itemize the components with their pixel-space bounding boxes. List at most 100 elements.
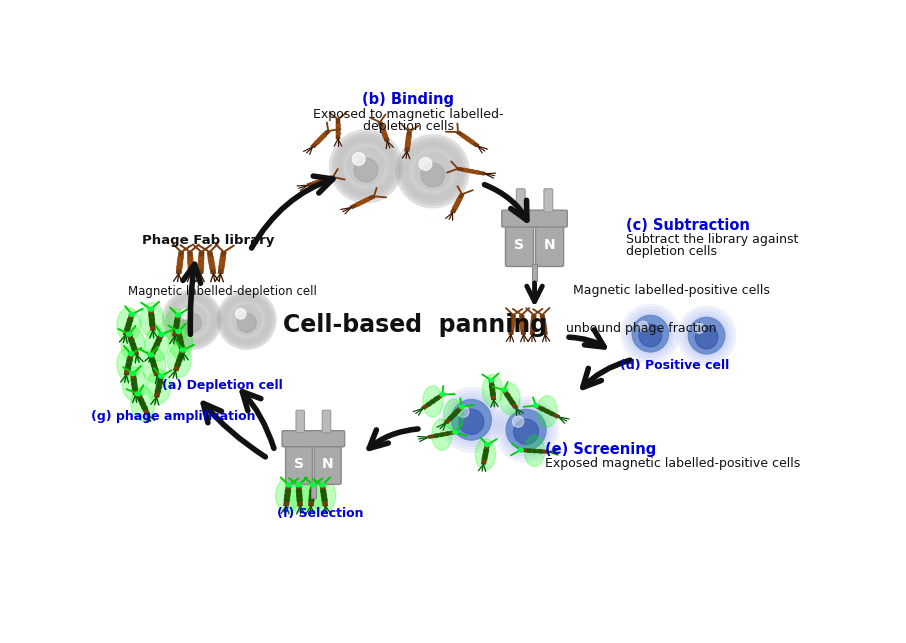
Polygon shape (509, 401, 516, 404)
FancyBboxPatch shape (314, 444, 342, 484)
Text: Exposed magnetic labelled-positive cells: Exposed magnetic labelled-positive cells (545, 457, 800, 470)
Polygon shape (130, 374, 138, 395)
Text: Phage Fab library: Phage Fab library (142, 234, 275, 247)
Polygon shape (178, 257, 183, 260)
Polygon shape (131, 383, 137, 386)
Polygon shape (406, 136, 411, 139)
Text: (f) Selection: (f) Selection (277, 507, 363, 520)
Polygon shape (208, 261, 215, 264)
Ellipse shape (334, 134, 398, 198)
Ellipse shape (117, 347, 140, 381)
Text: (c) Subtraction: (c) Subtraction (626, 218, 749, 233)
Polygon shape (426, 403, 431, 406)
Circle shape (175, 313, 181, 317)
Polygon shape (149, 309, 156, 331)
Polygon shape (434, 434, 439, 437)
Polygon shape (176, 331, 185, 353)
Ellipse shape (421, 163, 445, 187)
Polygon shape (131, 379, 137, 381)
Polygon shape (320, 485, 328, 506)
Ellipse shape (339, 140, 393, 193)
Polygon shape (129, 339, 134, 342)
Polygon shape (296, 494, 302, 497)
FancyBboxPatch shape (311, 482, 316, 498)
Circle shape (135, 392, 140, 396)
Ellipse shape (221, 294, 272, 345)
Ellipse shape (624, 307, 677, 360)
Polygon shape (188, 257, 193, 260)
Polygon shape (540, 315, 547, 334)
Polygon shape (174, 320, 179, 323)
Ellipse shape (352, 152, 365, 165)
Ellipse shape (178, 305, 207, 334)
FancyBboxPatch shape (532, 264, 537, 281)
Ellipse shape (330, 130, 402, 203)
Ellipse shape (232, 305, 262, 334)
Ellipse shape (451, 399, 491, 440)
Text: Magnetic labelled-depletion cell: Magnetic labelled-depletion cell (128, 285, 316, 298)
Ellipse shape (287, 478, 311, 512)
Text: (d) Positive cell: (d) Positive cell (621, 359, 729, 372)
Circle shape (130, 372, 136, 376)
Ellipse shape (182, 313, 201, 332)
Polygon shape (469, 169, 474, 173)
Ellipse shape (170, 298, 214, 341)
Circle shape (129, 312, 135, 316)
Polygon shape (482, 457, 487, 460)
Polygon shape (405, 132, 411, 152)
Ellipse shape (494, 397, 558, 462)
Polygon shape (178, 354, 184, 358)
Ellipse shape (476, 439, 496, 470)
Polygon shape (481, 444, 489, 464)
Ellipse shape (695, 326, 718, 349)
Ellipse shape (344, 144, 388, 188)
Polygon shape (188, 262, 193, 264)
Polygon shape (127, 359, 132, 361)
Ellipse shape (694, 323, 704, 334)
Polygon shape (533, 449, 536, 453)
Ellipse shape (217, 290, 276, 350)
Polygon shape (445, 431, 449, 435)
Polygon shape (355, 202, 361, 206)
Text: (g) phage amplification: (g) phage amplification (91, 410, 255, 423)
Polygon shape (519, 315, 525, 334)
FancyBboxPatch shape (516, 189, 525, 212)
Ellipse shape (500, 403, 552, 456)
Polygon shape (207, 252, 216, 274)
Ellipse shape (638, 321, 648, 331)
Polygon shape (483, 453, 488, 456)
Polygon shape (382, 134, 388, 137)
Ellipse shape (223, 296, 270, 343)
Polygon shape (130, 343, 136, 346)
Ellipse shape (448, 397, 495, 443)
Polygon shape (541, 323, 546, 326)
Polygon shape (178, 341, 183, 343)
Ellipse shape (482, 374, 503, 406)
Polygon shape (323, 177, 328, 181)
Polygon shape (284, 498, 290, 501)
Ellipse shape (169, 296, 216, 343)
Circle shape (320, 483, 325, 487)
Ellipse shape (689, 317, 725, 354)
Ellipse shape (225, 298, 268, 341)
Polygon shape (507, 397, 513, 401)
Polygon shape (149, 318, 155, 321)
Ellipse shape (130, 387, 155, 421)
Polygon shape (136, 394, 149, 415)
Ellipse shape (419, 158, 432, 170)
Polygon shape (455, 202, 460, 205)
Polygon shape (428, 431, 456, 439)
Polygon shape (475, 170, 479, 174)
Polygon shape (490, 393, 496, 395)
Polygon shape (140, 402, 146, 406)
Ellipse shape (410, 149, 455, 193)
Polygon shape (542, 327, 546, 330)
Polygon shape (156, 385, 161, 388)
Ellipse shape (121, 327, 145, 361)
Polygon shape (125, 367, 130, 370)
Ellipse shape (167, 294, 217, 345)
Ellipse shape (147, 370, 170, 404)
Ellipse shape (229, 302, 265, 338)
Circle shape (159, 332, 164, 336)
Ellipse shape (444, 399, 464, 431)
